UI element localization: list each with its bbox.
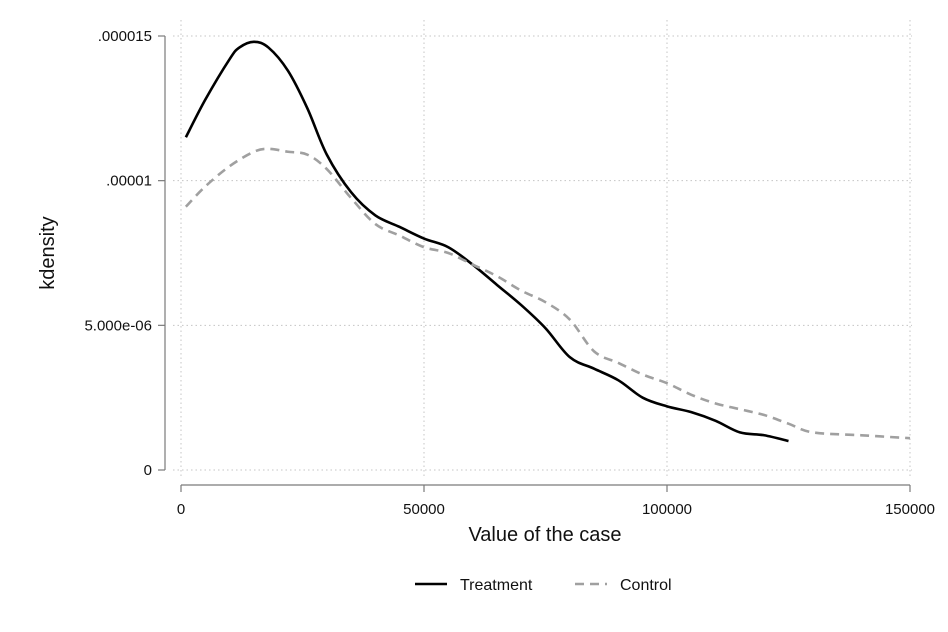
axes (164, 36, 910, 486)
legend-label-treatment: Treatment (460, 577, 533, 594)
y-tick-label: 0 (144, 462, 152, 479)
x-axis-title: Value of the case (468, 524, 621, 546)
legend: Treatment Control (415, 577, 672, 594)
x-tick-label: 100000 (642, 501, 692, 518)
y-tick-label: .000015 (98, 28, 152, 45)
series-line-treatment (184, 40, 789, 443)
y-tick-label: 5.000e-06 (84, 317, 152, 334)
x-tick-label: 150000 (885, 501, 935, 518)
series-layer (184, 40, 911, 443)
series-line-control (184, 147, 911, 440)
x-tick-label: 0 (177, 501, 185, 518)
y-axis-title: kdensity (37, 216, 59, 289)
axis-ticks: 0 5.000e-06 .00001 .000015 0 50000 100000 15000… (84, 28, 935, 518)
legend-label-control: Control (620, 577, 672, 594)
y-tick-label: .00001 (106, 173, 152, 190)
x-tick-label: 50000 (403, 501, 445, 518)
